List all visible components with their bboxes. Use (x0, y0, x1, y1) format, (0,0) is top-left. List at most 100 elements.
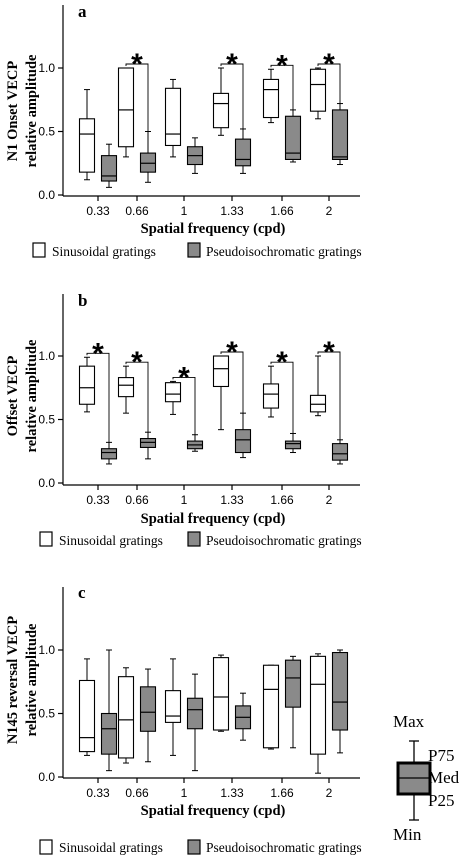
box-pseudoisochromatic-0.33 (100, 441, 118, 465)
x-tick-label: 1 (181, 786, 188, 800)
x-tick-label: 1.66 (270, 493, 294, 507)
box-iqr (78, 679, 96, 753)
y-axis-label-c-line2: relative amplitude (24, 623, 40, 736)
x-tick-label: 0.33 (86, 204, 110, 218)
significance-star: * (131, 346, 143, 379)
significance-star: * (226, 48, 238, 81)
box-pseudoisochromatic-1 (186, 137, 204, 174)
box-iqr (78, 118, 96, 173)
x-tick-label: 0.66 (125, 786, 149, 800)
box-sinusoidal-0.66 (117, 365, 135, 414)
key-max-label: Max (393, 712, 425, 731)
significance-bracket: * (220, 336, 244, 414)
bracket-line (270, 361, 294, 434)
box-iqr (139, 437, 157, 448)
box-sinusoidal-1 (164, 380, 182, 415)
x-tick-label: 1.33 (220, 204, 244, 218)
box-sinusoidal-0.33 (78, 89, 96, 181)
legend-label-pseudoisochromatic: Pseudoisochromatic gratings (206, 840, 362, 855)
x-tick-label: 2 (326, 786, 333, 800)
box-pseudoisochromatic-1.66 (284, 432, 302, 454)
plot-area-a: 0.0 0.5 1.0 0.33 0.66 1 1.33 1.66 2 * * * * (38, 5, 360, 218)
significance-bracket: * (270, 346, 294, 434)
box-sinusoidal-1.66 (262, 68, 280, 124)
bracket-line (317, 351, 341, 440)
y-axis-label-a-line2: relative amplitude (24, 54, 40, 167)
significance-star: * (276, 346, 288, 379)
key-med-label: Med (428, 768, 460, 787)
x-tick-label: 0.66 (125, 204, 149, 218)
box-sinusoidal-1.66 (262, 365, 280, 418)
y-axis-label-c-line1: N145 reversal VECP (5, 616, 21, 744)
y-tick-label: 0.5 (38, 125, 55, 139)
x-tick-label: 1 (181, 493, 188, 507)
box-iqr (262, 664, 280, 749)
bracket-line (317, 63, 341, 104)
box-iqr (331, 109, 349, 160)
box-iqr (331, 443, 349, 461)
box-iqr (234, 429, 252, 454)
box-iqr (100, 155, 118, 182)
bracket-line (125, 361, 149, 433)
x-tick-label: 1.66 (270, 786, 294, 800)
significance-star: * (323, 336, 335, 369)
box-iqr (309, 655, 327, 755)
significance-star: * (131, 48, 143, 81)
box-sinusoidal-1 (164, 658, 182, 756)
box-pseudoisochromatic-0.66 (139, 431, 157, 460)
plot-area-b: 0.0 0.5 1.0 0.33 0.66 1 1.33 1.66 2 * * * * * * (38, 294, 360, 507)
x-tick-label: 1.33 (220, 786, 244, 800)
x-axis-label-b: Spatial frequency (cpd) (141, 511, 286, 527)
box-pseudoisochromatic-2 (331, 103, 349, 166)
significance-bracket: * (172, 361, 196, 435)
box-sinusoidal-1 (164, 78, 182, 158)
x-tick-label: 0.66 (125, 493, 149, 507)
box-iqr (262, 383, 280, 409)
box-sinusoidal-0.66 (117, 67, 135, 158)
box-pseudoisochromatic-0.33 (100, 143, 118, 188)
panel-label-a: a (78, 2, 87, 21)
box-iqr (117, 676, 135, 759)
panel-b: b Offset VECP relative amplitude Spatial… (5, 291, 286, 527)
box-sinusoidal-2 (309, 653, 327, 774)
significance-bracket: * (317, 336, 341, 440)
x-tick-label: 2 (326, 204, 333, 218)
y-tick-label: 0.0 (38, 770, 55, 784)
box-iqr (100, 448, 118, 460)
box-sinusoidal-2 (309, 355, 327, 417)
box-iqr (309, 394, 327, 413)
box-sinusoidal-0.66 (117, 667, 135, 764)
legend-swatch-pseudoisochromatic (187, 839, 201, 855)
legend-a: Sinusoidal gratings Pseudoisochromatic g… (32, 242, 362, 259)
box-pseudoisochromatic-1 (186, 434, 204, 452)
bracket-line (172, 376, 196, 435)
box-pseudoisochromatic-0.66 (139, 131, 157, 183)
bracket-line (270, 64, 294, 110)
y-tick-label: 1.0 (38, 349, 55, 363)
box-iqr (212, 657, 230, 731)
y-axis-label-b-line1: Offset VECP (5, 356, 21, 437)
box-pseudoisochromatic-1.33 (234, 692, 252, 741)
y-tick-label: 1.0 (38, 643, 55, 657)
significance-bracket: * (125, 346, 149, 433)
box-sinusoidal-1.33 (212, 67, 230, 136)
panel-c: c N145 reversal VECP relative amplitude … (5, 583, 286, 819)
box-iqr (212, 355, 230, 388)
legend-swatch-sinusoidal (39, 839, 53, 855)
significance-star: * (92, 337, 104, 370)
box-pseudoisochromatic-1.33 (234, 412, 252, 459)
legend-b: Sinusoidal gratings Pseudoisochromatic g… (39, 531, 362, 548)
y-tick-label: 0.0 (38, 476, 55, 490)
box-iqr (212, 92, 230, 129)
box-sinusoidal-1.33 (212, 654, 230, 732)
y-tick-label: 1.0 (38, 61, 55, 75)
legend-swatch-pseudoisochromatic (187, 531, 201, 547)
box-iqr (164, 382, 182, 403)
bracket-line (220, 351, 244, 414)
box-pseudoisochromatic-0.66 (139, 668, 157, 763)
key-p75-label: P75 (428, 746, 454, 765)
significance-bracket: * (317, 48, 341, 104)
significance-bracket: * (220, 48, 244, 129)
significance-star: * (276, 49, 288, 82)
box-iqr (284, 440, 302, 450)
